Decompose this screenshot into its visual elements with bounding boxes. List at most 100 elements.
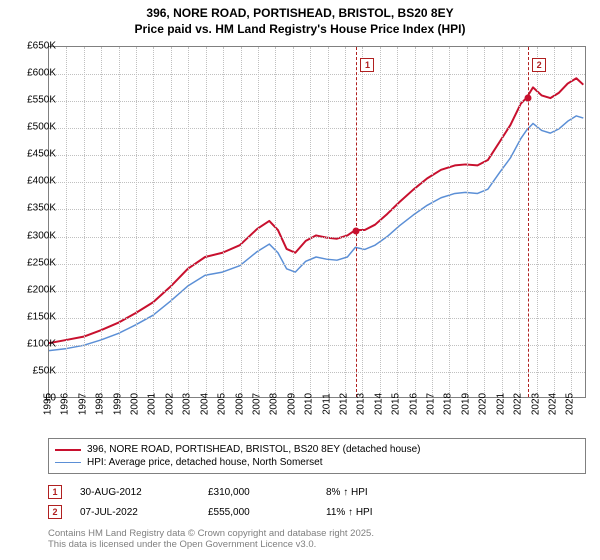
gridline-v — [502, 47, 503, 397]
gridline-v — [310, 47, 311, 397]
y-tick-label: £500K — [12, 122, 56, 133]
gridline-v — [171, 47, 172, 397]
legend-label: 396, NORE ROAD, PORTISHEAD, BRISTOL, BS2… — [87, 444, 420, 455]
chart-container: 396, NORE ROAD, PORTISHEAD, BRISTOL, BS2… — [0, 0, 600, 560]
x-tick-label: 1995 — [43, 393, 54, 415]
x-tick-label: 2020 — [478, 393, 489, 415]
y-tick-label: £650K — [12, 41, 56, 52]
marker-label: 2 — [532, 58, 546, 72]
y-tick-label: £450K — [12, 149, 56, 160]
x-tick-label: 2015 — [391, 393, 402, 415]
title-line-2: Price paid vs. HM Land Registry's House … — [0, 22, 600, 38]
y-tick-label: £200K — [12, 284, 56, 295]
x-tick-label: 1997 — [77, 393, 88, 415]
x-tick-label: 2019 — [460, 393, 471, 415]
series-line — [49, 78, 583, 343]
x-tick-label: 2010 — [304, 393, 315, 415]
x-tick-label: 2017 — [426, 393, 437, 415]
gridline-v — [188, 47, 189, 397]
marker-label: 1 — [360, 58, 374, 72]
marker-dot — [353, 228, 360, 235]
x-tick-label: 2018 — [443, 393, 454, 415]
y-tick-label: £400K — [12, 176, 56, 187]
chart-title: 396, NORE ROAD, PORTISHEAD, BRISTOL, BS2… — [0, 0, 600, 37]
title-line-1: 396, NORE ROAD, PORTISHEAD, BRISTOL, BS2… — [0, 6, 600, 22]
x-tick-label: 2023 — [530, 393, 541, 415]
gridline-v — [258, 47, 259, 397]
x-tick-label: 2006 — [234, 393, 245, 415]
x-tick-label: 2016 — [408, 393, 419, 415]
x-tick-label: 2011 — [321, 393, 332, 415]
event-price: £555,000 — [208, 507, 308, 518]
legend-item: HPI: Average price, detached house, Nort… — [55, 456, 579, 469]
gridline-h — [49, 372, 585, 373]
x-tick-label: 2007 — [251, 393, 262, 415]
x-tick-label: 2009 — [286, 393, 297, 415]
legend-swatch — [55, 462, 81, 463]
gridline-v — [84, 47, 85, 397]
event-row: 207-JUL-2022£555,00011% ↑ HPI — [48, 502, 586, 522]
gridline-h — [49, 237, 585, 238]
gridline-h — [49, 318, 585, 319]
gridline-v — [241, 47, 242, 397]
gridline-v — [397, 47, 398, 397]
gridline-h — [49, 74, 585, 75]
event-date: 30-AUG-2012 — [80, 487, 190, 498]
marker-line — [356, 47, 357, 397]
gridline-v — [293, 47, 294, 397]
x-tick-label: 2000 — [130, 393, 141, 415]
x-tick-label: 1996 — [60, 393, 71, 415]
x-tick-label: 2004 — [199, 393, 210, 415]
gridline-v — [467, 47, 468, 397]
x-tick-label: 2022 — [513, 393, 524, 415]
gridline-v — [153, 47, 154, 397]
gridline-h — [49, 182, 585, 183]
gridline-v — [449, 47, 450, 397]
footer-line-2: This data is licensed under the Open Gov… — [48, 539, 586, 550]
gridline-v — [432, 47, 433, 397]
gridline-v — [119, 47, 120, 397]
x-tick-label: 2025 — [565, 393, 576, 415]
gridline-v — [554, 47, 555, 397]
gridline-v — [136, 47, 137, 397]
gridline-v — [345, 47, 346, 397]
x-tick-label: 1999 — [112, 393, 123, 415]
x-tick-label: 2024 — [547, 393, 558, 415]
x-tick-label: 2014 — [373, 393, 384, 415]
y-tick-label: £300K — [12, 230, 56, 241]
x-tick-label: 2002 — [164, 393, 175, 415]
event-date: 07-JUL-2022 — [80, 507, 190, 518]
plot-area: 12 — [48, 46, 586, 398]
y-tick-label: £150K — [12, 311, 56, 322]
gridline-v — [519, 47, 520, 397]
events-table: 130-AUG-2012£310,0008% ↑ HPI207-JUL-2022… — [48, 482, 586, 522]
gridline-v — [206, 47, 207, 397]
gridline-v — [415, 47, 416, 397]
footer-line-1: Contains HM Land Registry data © Crown c… — [48, 528, 586, 539]
event-row: 130-AUG-2012£310,0008% ↑ HPI — [48, 482, 586, 502]
x-tick-label: 1998 — [95, 393, 106, 415]
event-price: £310,000 — [208, 487, 308, 498]
gridline-v — [362, 47, 363, 397]
gridline-h — [49, 101, 585, 102]
x-tick-label: 2013 — [356, 393, 367, 415]
gridline-v — [484, 47, 485, 397]
y-tick-label: £350K — [12, 203, 56, 214]
event-number: 2 — [48, 505, 62, 519]
gridline-v — [66, 47, 67, 397]
event-number: 1 — [48, 485, 62, 499]
gridline-h — [49, 291, 585, 292]
x-tick-label: 2012 — [338, 393, 349, 415]
gridline-h — [49, 155, 585, 156]
gridline-v — [328, 47, 329, 397]
series-line — [49, 116, 583, 351]
gridline-v — [571, 47, 572, 397]
legend: 396, NORE ROAD, PORTISHEAD, BRISTOL, BS2… — [48, 438, 586, 474]
x-tick-label: 2008 — [269, 393, 280, 415]
x-tick-label: 2003 — [182, 393, 193, 415]
gridline-h — [49, 209, 585, 210]
legend-label: HPI: Average price, detached house, Nort… — [87, 457, 323, 468]
footer-attribution: Contains HM Land Registry data © Crown c… — [48, 528, 586, 551]
x-tick-label: 2001 — [147, 393, 158, 415]
gridline-h — [49, 345, 585, 346]
